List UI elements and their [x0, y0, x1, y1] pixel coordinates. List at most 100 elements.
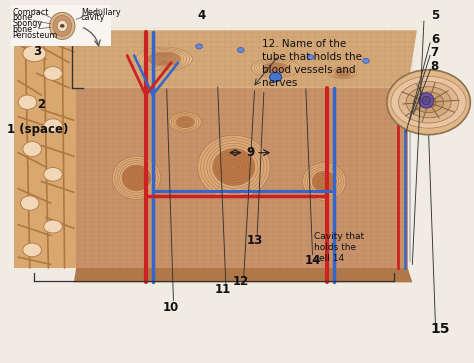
- Ellipse shape: [18, 95, 37, 110]
- Ellipse shape: [319, 177, 329, 186]
- Ellipse shape: [210, 146, 258, 188]
- Ellipse shape: [265, 64, 286, 72]
- Ellipse shape: [207, 143, 261, 191]
- Ellipse shape: [198, 135, 270, 199]
- Ellipse shape: [399, 82, 459, 123]
- Text: 3: 3: [33, 45, 41, 58]
- Ellipse shape: [335, 70, 351, 77]
- Circle shape: [307, 55, 314, 60]
- Ellipse shape: [251, 58, 300, 78]
- Text: 12: 12: [233, 275, 249, 288]
- Ellipse shape: [225, 159, 243, 175]
- Text: 9: 9: [246, 146, 254, 159]
- Text: Cavity that
holds the
cell 14: Cavity that holds the cell 14: [314, 232, 364, 263]
- Ellipse shape: [134, 176, 139, 180]
- Ellipse shape: [122, 165, 151, 191]
- Text: 1 (space): 1 (space): [8, 123, 69, 136]
- Ellipse shape: [178, 118, 192, 126]
- Ellipse shape: [201, 138, 267, 196]
- Ellipse shape: [44, 119, 62, 132]
- Ellipse shape: [127, 169, 146, 187]
- Text: 4: 4: [197, 9, 206, 22]
- Ellipse shape: [219, 154, 249, 180]
- Circle shape: [387, 70, 470, 135]
- Ellipse shape: [312, 171, 336, 192]
- Ellipse shape: [302, 163, 346, 200]
- Ellipse shape: [119, 163, 153, 193]
- Ellipse shape: [23, 243, 41, 257]
- Ellipse shape: [413, 92, 444, 113]
- Ellipse shape: [136, 47, 192, 71]
- Ellipse shape: [273, 67, 278, 69]
- Circle shape: [60, 24, 64, 28]
- Text: 10: 10: [163, 301, 179, 314]
- Ellipse shape: [183, 121, 187, 123]
- Ellipse shape: [145, 51, 184, 68]
- Text: Medullary: Medullary: [81, 8, 120, 16]
- Text: 13: 13: [246, 234, 263, 248]
- Ellipse shape: [231, 164, 237, 170]
- Ellipse shape: [169, 112, 201, 132]
- Polygon shape: [74, 268, 412, 282]
- Ellipse shape: [259, 62, 292, 74]
- Text: 6: 6: [431, 33, 440, 46]
- Ellipse shape: [153, 54, 175, 64]
- Ellipse shape: [49, 12, 75, 40]
- Polygon shape: [14, 30, 76, 268]
- Ellipse shape: [322, 179, 327, 184]
- Text: 2: 2: [37, 98, 46, 111]
- Ellipse shape: [181, 119, 190, 125]
- Text: 14: 14: [304, 253, 321, 266]
- Text: 11: 11: [215, 283, 231, 296]
- Ellipse shape: [228, 162, 240, 172]
- Ellipse shape: [112, 156, 161, 200]
- Ellipse shape: [44, 66, 62, 80]
- Ellipse shape: [419, 93, 434, 108]
- Ellipse shape: [129, 171, 144, 184]
- Ellipse shape: [44, 167, 62, 181]
- Circle shape: [196, 44, 202, 49]
- Ellipse shape: [20, 196, 39, 210]
- Ellipse shape: [142, 49, 187, 69]
- Text: bone: bone: [13, 13, 33, 22]
- Ellipse shape: [159, 57, 170, 61]
- Ellipse shape: [337, 71, 349, 76]
- Ellipse shape: [333, 70, 353, 77]
- Ellipse shape: [421, 97, 436, 107]
- Ellipse shape: [307, 167, 341, 196]
- Ellipse shape: [57, 20, 67, 32]
- Ellipse shape: [317, 175, 331, 188]
- Ellipse shape: [115, 158, 158, 197]
- Text: 15: 15: [430, 322, 450, 336]
- Ellipse shape: [406, 87, 451, 118]
- Ellipse shape: [216, 151, 252, 183]
- Ellipse shape: [257, 61, 294, 76]
- Ellipse shape: [213, 148, 255, 185]
- Ellipse shape: [305, 165, 344, 198]
- Ellipse shape: [162, 58, 167, 60]
- Circle shape: [237, 48, 244, 53]
- Polygon shape: [76, 88, 408, 268]
- Ellipse shape: [331, 69, 355, 78]
- Ellipse shape: [44, 220, 62, 233]
- Text: 5: 5: [431, 9, 440, 22]
- Ellipse shape: [267, 65, 283, 71]
- Ellipse shape: [262, 63, 289, 73]
- Ellipse shape: [23, 45, 46, 62]
- Ellipse shape: [315, 173, 334, 190]
- Ellipse shape: [310, 169, 339, 194]
- Ellipse shape: [339, 72, 347, 75]
- Ellipse shape: [147, 52, 181, 66]
- Ellipse shape: [270, 66, 281, 70]
- Ellipse shape: [132, 174, 141, 182]
- Ellipse shape: [23, 142, 41, 157]
- Ellipse shape: [204, 140, 264, 193]
- Ellipse shape: [341, 73, 345, 74]
- Text: Spongy: Spongy: [13, 19, 43, 28]
- Text: cavity: cavity: [81, 13, 105, 22]
- Ellipse shape: [329, 68, 357, 79]
- Text: bone: bone: [13, 25, 33, 34]
- Ellipse shape: [117, 160, 156, 195]
- Ellipse shape: [391, 76, 466, 128]
- Text: 7: 7: [430, 46, 438, 59]
